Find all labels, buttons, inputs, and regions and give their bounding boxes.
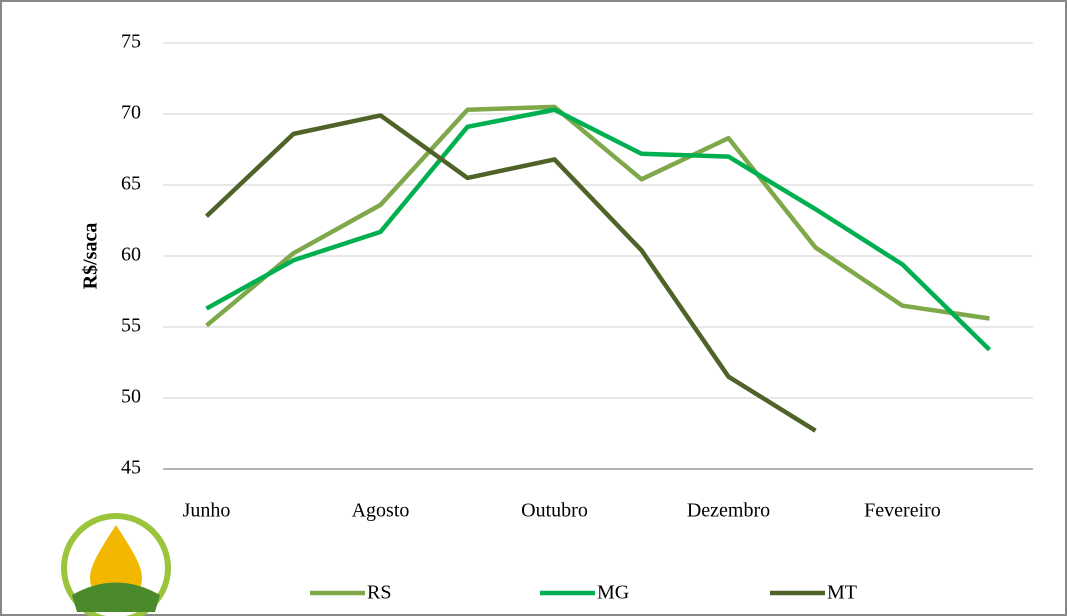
x-tick-label: Dezembro	[687, 500, 770, 522]
y-tick-label: 70	[121, 102, 141, 124]
y-tick-label: 45	[121, 457, 141, 479]
legend-label: MT	[827, 582, 857, 604]
y-axis-label: R$/saca	[80, 223, 102, 290]
series-line	[205, 107, 992, 352]
series-line	[205, 104, 990, 328]
y-tick-label: 55	[121, 315, 141, 337]
y-tick-label: 75	[121, 31, 141, 53]
x-tick-label: Junho	[183, 500, 231, 522]
x-tick-label: Agosto	[352, 500, 410, 522]
x-tick-label: Outubro	[521, 500, 588, 522]
logo	[61, 513, 171, 616]
y-tick-label: 60	[121, 244, 141, 266]
y-tick-label: 65	[121, 173, 141, 195]
series-line	[204, 113, 817, 433]
legend-label: RS	[367, 582, 391, 604]
x-tick-label: Fevereiro	[864, 500, 941, 522]
y-tick-label: 50	[121, 386, 141, 408]
legend-label: MG	[597, 582, 629, 604]
